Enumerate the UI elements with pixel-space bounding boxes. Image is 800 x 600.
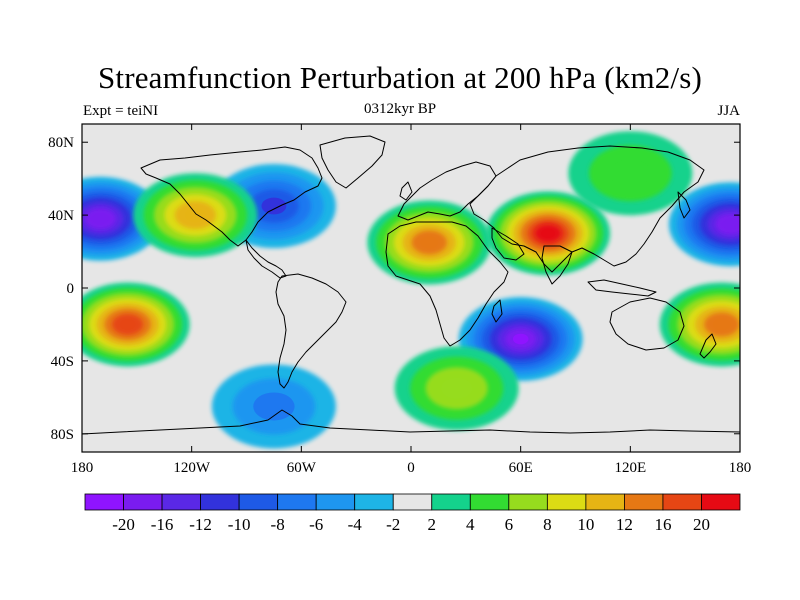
coast-australia bbox=[609, 297, 685, 351]
colorbar-swatch bbox=[315, 493, 356, 511]
colorbar-label: 20 bbox=[693, 515, 710, 534]
colorbar-label: 16 bbox=[654, 515, 671, 534]
coast-india bbox=[541, 245, 573, 285]
contour-core bbox=[541, 228, 555, 238]
colorbar-label: -6 bbox=[309, 515, 323, 534]
contour-core bbox=[261, 197, 287, 215]
x-tick-label: 120E bbox=[614, 460, 646, 476]
contour-core bbox=[119, 319, 136, 330]
colorbar-label: -12 bbox=[189, 515, 212, 534]
contour-core bbox=[512, 333, 529, 345]
field-center-1 bbox=[367, 200, 492, 285]
y-tick-label: 80S bbox=[51, 427, 74, 443]
colorbar-swatch bbox=[238, 493, 279, 511]
experiment-label: Expt = teiNI bbox=[83, 103, 159, 119]
contour-core bbox=[92, 213, 109, 225]
field-center-10 bbox=[394, 346, 519, 431]
x-tick-label: 180 bbox=[71, 460, 94, 476]
colorbar: -20 -16 -12 -10 -8 -6 -4 -2 2 4 6 8 10 12 16 20 bbox=[84, 493, 741, 534]
coast-africa bbox=[385, 221, 509, 347]
contour-core bbox=[712, 318, 731, 331]
contour-core bbox=[609, 159, 651, 188]
coast-north-america bbox=[140, 146, 323, 247]
field-center-5 bbox=[82, 282, 190, 367]
map-plot-area: 180 120W 60W 0 60E 120E 180 80N 40N 0 40S 80S bbox=[48, 123, 751, 476]
colorbar-label: -4 bbox=[348, 515, 363, 534]
contour-core bbox=[253, 392, 295, 421]
colorbar-label: 2 bbox=[428, 515, 437, 534]
field-center-4 bbox=[668, 182, 740, 267]
colorbar-swatch bbox=[431, 493, 471, 511]
x-tick-label: 60E bbox=[509, 460, 533, 476]
colorbar-label: 6 bbox=[505, 515, 514, 534]
x-tick-label: 60W bbox=[287, 460, 317, 476]
axes: 180 120W 60W 0 60E 120E 180 80N 40N 0 40S 80S bbox=[48, 124, 751, 476]
chart-title: Streamfunction Perturbation at 200 hPa (… bbox=[97, 60, 703, 95]
colorbar-label: 10 bbox=[577, 515, 594, 534]
field-center-9 bbox=[211, 364, 336, 449]
colorbar-swatch bbox=[469, 493, 510, 511]
colorbar-swatch bbox=[662, 493, 702, 511]
colorbar-label: -16 bbox=[151, 515, 174, 534]
coast-madagascar bbox=[491, 299, 503, 323]
x-tick-label: 180 bbox=[729, 460, 752, 476]
coast-japan bbox=[677, 191, 691, 219]
coast-new-zealand bbox=[699, 333, 717, 359]
field-center-6 bbox=[659, 282, 740, 367]
contour-core bbox=[184, 208, 206, 223]
coast-south-america bbox=[275, 273, 347, 389]
y-tick-label: 80N bbox=[48, 135, 74, 151]
coast-uk bbox=[399, 181, 413, 201]
coast-arabia bbox=[491, 227, 525, 261]
colorbar-label: -2 bbox=[386, 515, 400, 534]
coastlines bbox=[82, 135, 740, 435]
colorbar-label: -20 bbox=[112, 515, 135, 534]
y-tick-label: 40S bbox=[51, 354, 74, 370]
colorbar-swatch bbox=[354, 493, 394, 511]
colorbar-swatch bbox=[585, 493, 625, 511]
coast-indonesia bbox=[587, 279, 657, 297]
field-center-11 bbox=[568, 131, 693, 216]
coast-antarctica bbox=[82, 409, 740, 435]
colorbar-label: 12 bbox=[616, 515, 633, 534]
colorbar-swatch bbox=[277, 493, 317, 511]
field-center-8 bbox=[133, 173, 258, 258]
colorbar-swatch bbox=[123, 493, 163, 511]
season-label: JJA bbox=[717, 103, 740, 119]
colorbar-swatch bbox=[161, 493, 201, 511]
field-center-0 bbox=[486, 191, 611, 276]
time-label: 0312kyr BP bbox=[363, 101, 437, 117]
colorbar-swatch bbox=[546, 493, 587, 511]
streamfunction-field bbox=[82, 131, 740, 449]
y-tick-label: 0 bbox=[67, 281, 75, 297]
contour-core bbox=[441, 377, 473, 399]
coast-asia bbox=[469, 145, 705, 273]
colorbar-swatch bbox=[508, 493, 548, 511]
colorbar-swatch bbox=[392, 493, 433, 511]
colorbar-label: -10 bbox=[228, 515, 251, 534]
colorbar-label: -8 bbox=[271, 515, 285, 534]
colorbar-swatch bbox=[84, 493, 124, 511]
colorbar-label: 8 bbox=[543, 515, 552, 534]
colorbar-swatch bbox=[701, 493, 741, 511]
x-tick-label: 0 bbox=[407, 460, 415, 476]
colorbar-swatch bbox=[200, 493, 240, 511]
contour-core bbox=[420, 236, 439, 249]
coast-greenland bbox=[319, 135, 386, 189]
contour-core bbox=[723, 218, 739, 230]
colorbar-swatch bbox=[624, 493, 664, 511]
x-tick-label: 120W bbox=[173, 460, 211, 476]
y-tick-label: 40N bbox=[48, 208, 74, 224]
colorbar-label: 4 bbox=[466, 515, 475, 534]
